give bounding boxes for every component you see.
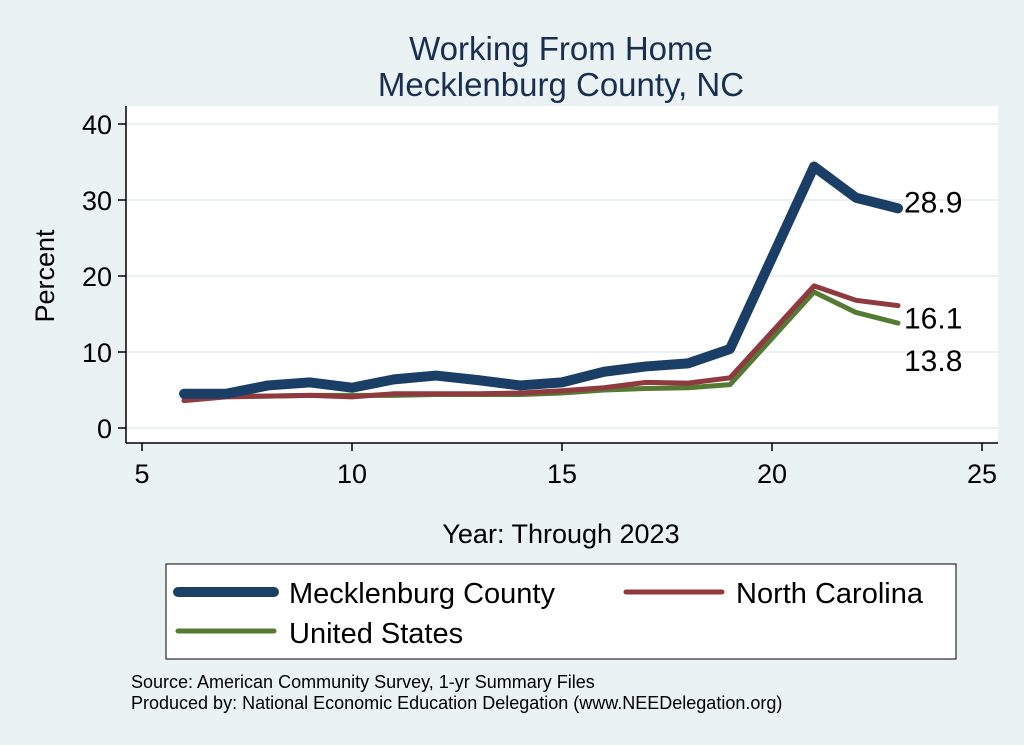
chart-title-line-2: Mecklenburg County, NC xyxy=(378,66,744,103)
end-label-mecklenburg-county: 28.9 xyxy=(904,186,962,219)
series-line-north-carolina xyxy=(181,283,901,404)
x-tick-label: 5 xyxy=(134,459,149,489)
x-tick-label: 25 xyxy=(967,459,997,489)
x-tick-label: 20 xyxy=(757,459,787,489)
series-line-mecklenburg-county xyxy=(179,161,903,399)
end-label-north-carolina: 16.1 xyxy=(904,303,962,336)
source-note: Source: American Community Survey, 1-yr … xyxy=(131,672,595,692)
y-tick-label: 30 xyxy=(82,186,112,216)
legend: Mecklenburg County North Carolina United… xyxy=(165,563,957,660)
y-tick-label: 10 xyxy=(82,338,112,368)
y-tick-label: 0 xyxy=(97,414,112,444)
y-axis-title: Percent xyxy=(30,229,60,323)
end-labels: 28.9 16.1 13.8 xyxy=(904,186,962,378)
series-lines xyxy=(179,161,903,404)
chart-title-line-1: Working From Home xyxy=(409,30,713,67)
end-label-united-states: 13.8 xyxy=(904,345,962,378)
producer-note: Produced by: National Economic Education… xyxy=(131,693,782,713)
axes: 0 10 20 30 40 5 10 15 20 25 xyxy=(82,106,998,489)
x-tick-label: 10 xyxy=(337,459,367,489)
x-axis-title: Year: Through 2023 xyxy=(442,519,679,549)
x-tick-label: 15 xyxy=(547,459,577,489)
y-tick-label: 40 xyxy=(82,110,112,140)
legend-label-mecklenburg: Mecklenburg County xyxy=(289,578,555,610)
legend-box xyxy=(165,563,957,660)
legend-label-north-carolina: North Carolina xyxy=(736,578,924,610)
y-tick-label: 20 xyxy=(82,262,112,292)
legend-label-united-states: United States xyxy=(289,618,463,650)
